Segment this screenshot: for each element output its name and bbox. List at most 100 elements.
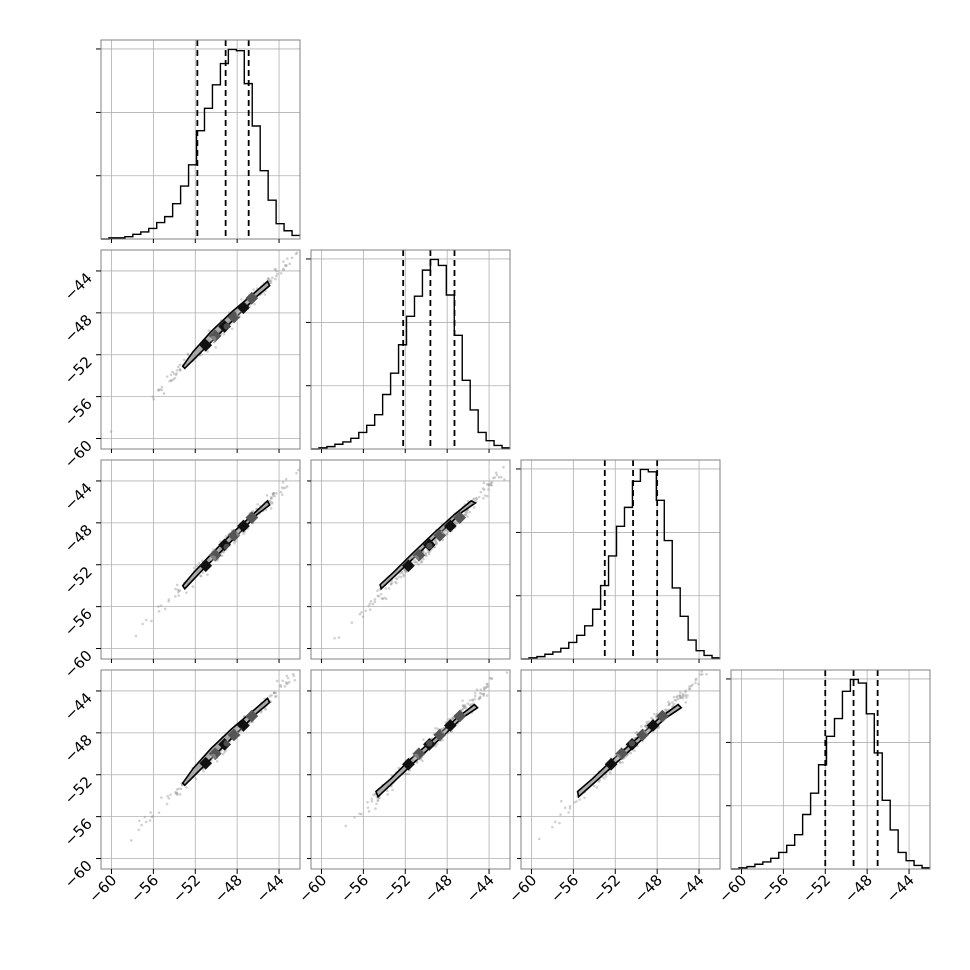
- sample-point: [182, 358, 186, 362]
- sample-point: [640, 725, 643, 728]
- sample-point: [686, 694, 689, 697]
- sample-point: [644, 724, 647, 727]
- sample-point: [487, 488, 490, 491]
- sample-point: [276, 272, 279, 276]
- sample-point: [395, 581, 398, 585]
- sample-point: [281, 267, 285, 271]
- sample-point: [413, 559, 417, 562]
- sample-point: [482, 692, 485, 696]
- panel-frame: [730, 669, 931, 870]
- sample-point: [366, 806, 370, 809]
- sample-point: [460, 708, 464, 712]
- sample-point: [269, 496, 273, 499]
- sample-point: [290, 256, 294, 260]
- sample-point: [495, 473, 499, 477]
- sample-point: [269, 281, 273, 285]
- sample-point: [444, 529, 448, 532]
- x-tick-label: −44: [883, 871, 918, 906]
- sample-point: [679, 691, 682, 694]
- sample-point: [417, 562, 420, 566]
- contour-peak-dot: [209, 753, 217, 761]
- sample-point: [273, 268, 277, 272]
- sample-point: [285, 682, 289, 686]
- sample-point: [478, 692, 482, 695]
- sample-point: [487, 484, 490, 487]
- sample-point: [477, 697, 481, 701]
- sample-point: [284, 264, 288, 268]
- sample-point: [312, 455, 315, 458]
- scatter-panel-3-0: [100, 669, 301, 870]
- sample-point: [485, 682, 489, 686]
- sample-point: [489, 483, 493, 487]
- sample-point: [422, 557, 425, 561]
- sample-point: [479, 695, 482, 699]
- sample-point: [389, 582, 393, 586]
- sample-point: [425, 554, 428, 558]
- sample-point: [427, 552, 431, 556]
- sample-point: [266, 277, 270, 281]
- sample-point: [387, 587, 391, 590]
- sample-point: [435, 541, 438, 545]
- x-tick-label: −48: [631, 871, 666, 906]
- panel-frame: [100, 249, 301, 450]
- sample-point: [159, 604, 163, 608]
- sample-point: [474, 499, 478, 503]
- sample-point: [169, 793, 172, 797]
- sample-point: [394, 580, 397, 584]
- y-tick-label: −56: [61, 395, 96, 430]
- sample-point: [270, 694, 273, 697]
- sample-point: [273, 691, 276, 695]
- sample-point: [694, 681, 697, 685]
- x-tick-label: −52: [169, 871, 204, 906]
- sample-point: [174, 373, 178, 377]
- sample-point: [675, 695, 678, 699]
- sample-point: [684, 690, 687, 694]
- sample-point: [402, 568, 406, 571]
- sample-point: [252, 288, 255, 291]
- panel-frame: [310, 669, 511, 870]
- sample-point: [681, 692, 685, 696]
- sample-point: [492, 476, 495, 480]
- sample-point: [270, 496, 273, 500]
- sample-point: [473, 691, 477, 695]
- sample-point: [175, 583, 179, 587]
- sample-point: [273, 494, 276, 498]
- sample-point: [652, 712, 656, 716]
- sample-point: [271, 494, 275, 497]
- sample-point: [407, 772, 410, 776]
- sample-point: [175, 792, 178, 796]
- sample-point: [480, 692, 483, 695]
- sample-point: [265, 494, 269, 497]
- sample-point: [177, 589, 181, 592]
- sample-point: [474, 496, 478, 500]
- sample-point: [376, 589, 379, 593]
- sample-point: [191, 585, 195, 588]
- sample-point: [462, 706, 466, 709]
- sample-point: [450, 717, 454, 720]
- y-tick-label: −60: [61, 647, 96, 682]
- sample-point: [389, 582, 393, 586]
- sample-point: [178, 368, 182, 371]
- sample-point: [195, 564, 199, 568]
- sample-point: [268, 279, 272, 283]
- sample-point: [681, 696, 685, 700]
- sample-point: [224, 535, 228, 538]
- x-tick-label: −56: [127, 871, 162, 906]
- sample-point: [468, 703, 472, 707]
- sample-point: [137, 819, 141, 823]
- sample-point: [401, 571, 404, 574]
- sample-point: [424, 553, 428, 556]
- sample-point: [274, 277, 277, 281]
- sample-point: [306, 459, 309, 462]
- contour-peak-dot: [223, 543, 230, 551]
- sample-point: [395, 577, 399, 581]
- sample-point: [404, 772, 408, 776]
- sample-point: [176, 588, 180, 592]
- sample-point: [167, 796, 171, 800]
- sample-point: [148, 819, 152, 822]
- x-tick-label: −52: [589, 871, 624, 906]
- sample-point: [477, 495, 481, 499]
- sample-point: [371, 602, 375, 606]
- sample-point: [427, 550, 431, 554]
- sample-point: [253, 302, 256, 306]
